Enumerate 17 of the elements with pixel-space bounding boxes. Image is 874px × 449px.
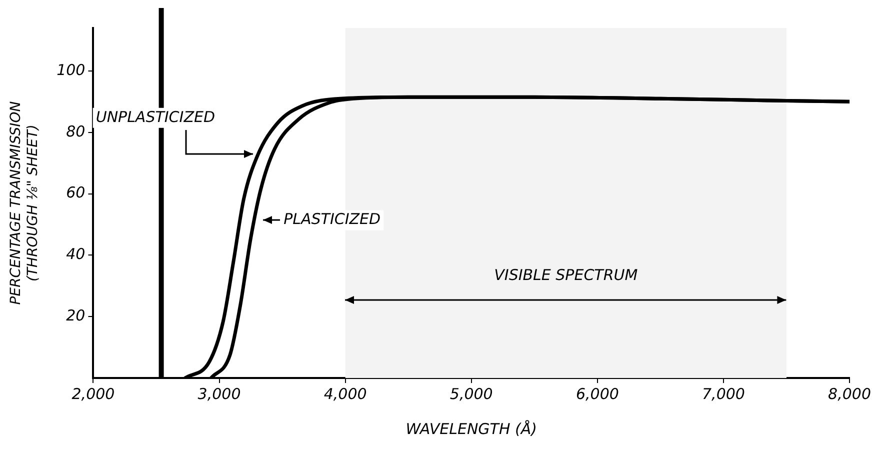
x-tick-label: 4,000 xyxy=(324,384,367,403)
y-tick-label: 20 xyxy=(66,306,86,324)
x-tick-label: 8,000 xyxy=(828,384,872,403)
annotation: PLASTICIZED xyxy=(284,210,381,228)
x-tick-label: 5,000 xyxy=(450,384,493,403)
x-tick-label: 2,000 xyxy=(72,384,115,403)
x-tick-label: 6,000 xyxy=(576,384,619,403)
y-tick-label: 100 xyxy=(56,60,86,79)
band-label: VISIBLE SPECTRUM xyxy=(494,266,638,284)
annotation: UNPLASTICIZED xyxy=(96,108,216,126)
y-tick-label: 80 xyxy=(66,122,86,140)
y-tick-label: 60 xyxy=(66,184,86,202)
y-axis-title: PERCENTAGE TRANSMISSION (THROUGH ⅛" SHEET) xyxy=(8,100,41,305)
y-tick-label: 40 xyxy=(66,245,86,264)
x-tick-label: 7,000 xyxy=(702,384,745,403)
x-axis-title: WAVELENGTH (Å) xyxy=(406,420,537,438)
x-tick-label: 3,000 xyxy=(198,384,241,403)
